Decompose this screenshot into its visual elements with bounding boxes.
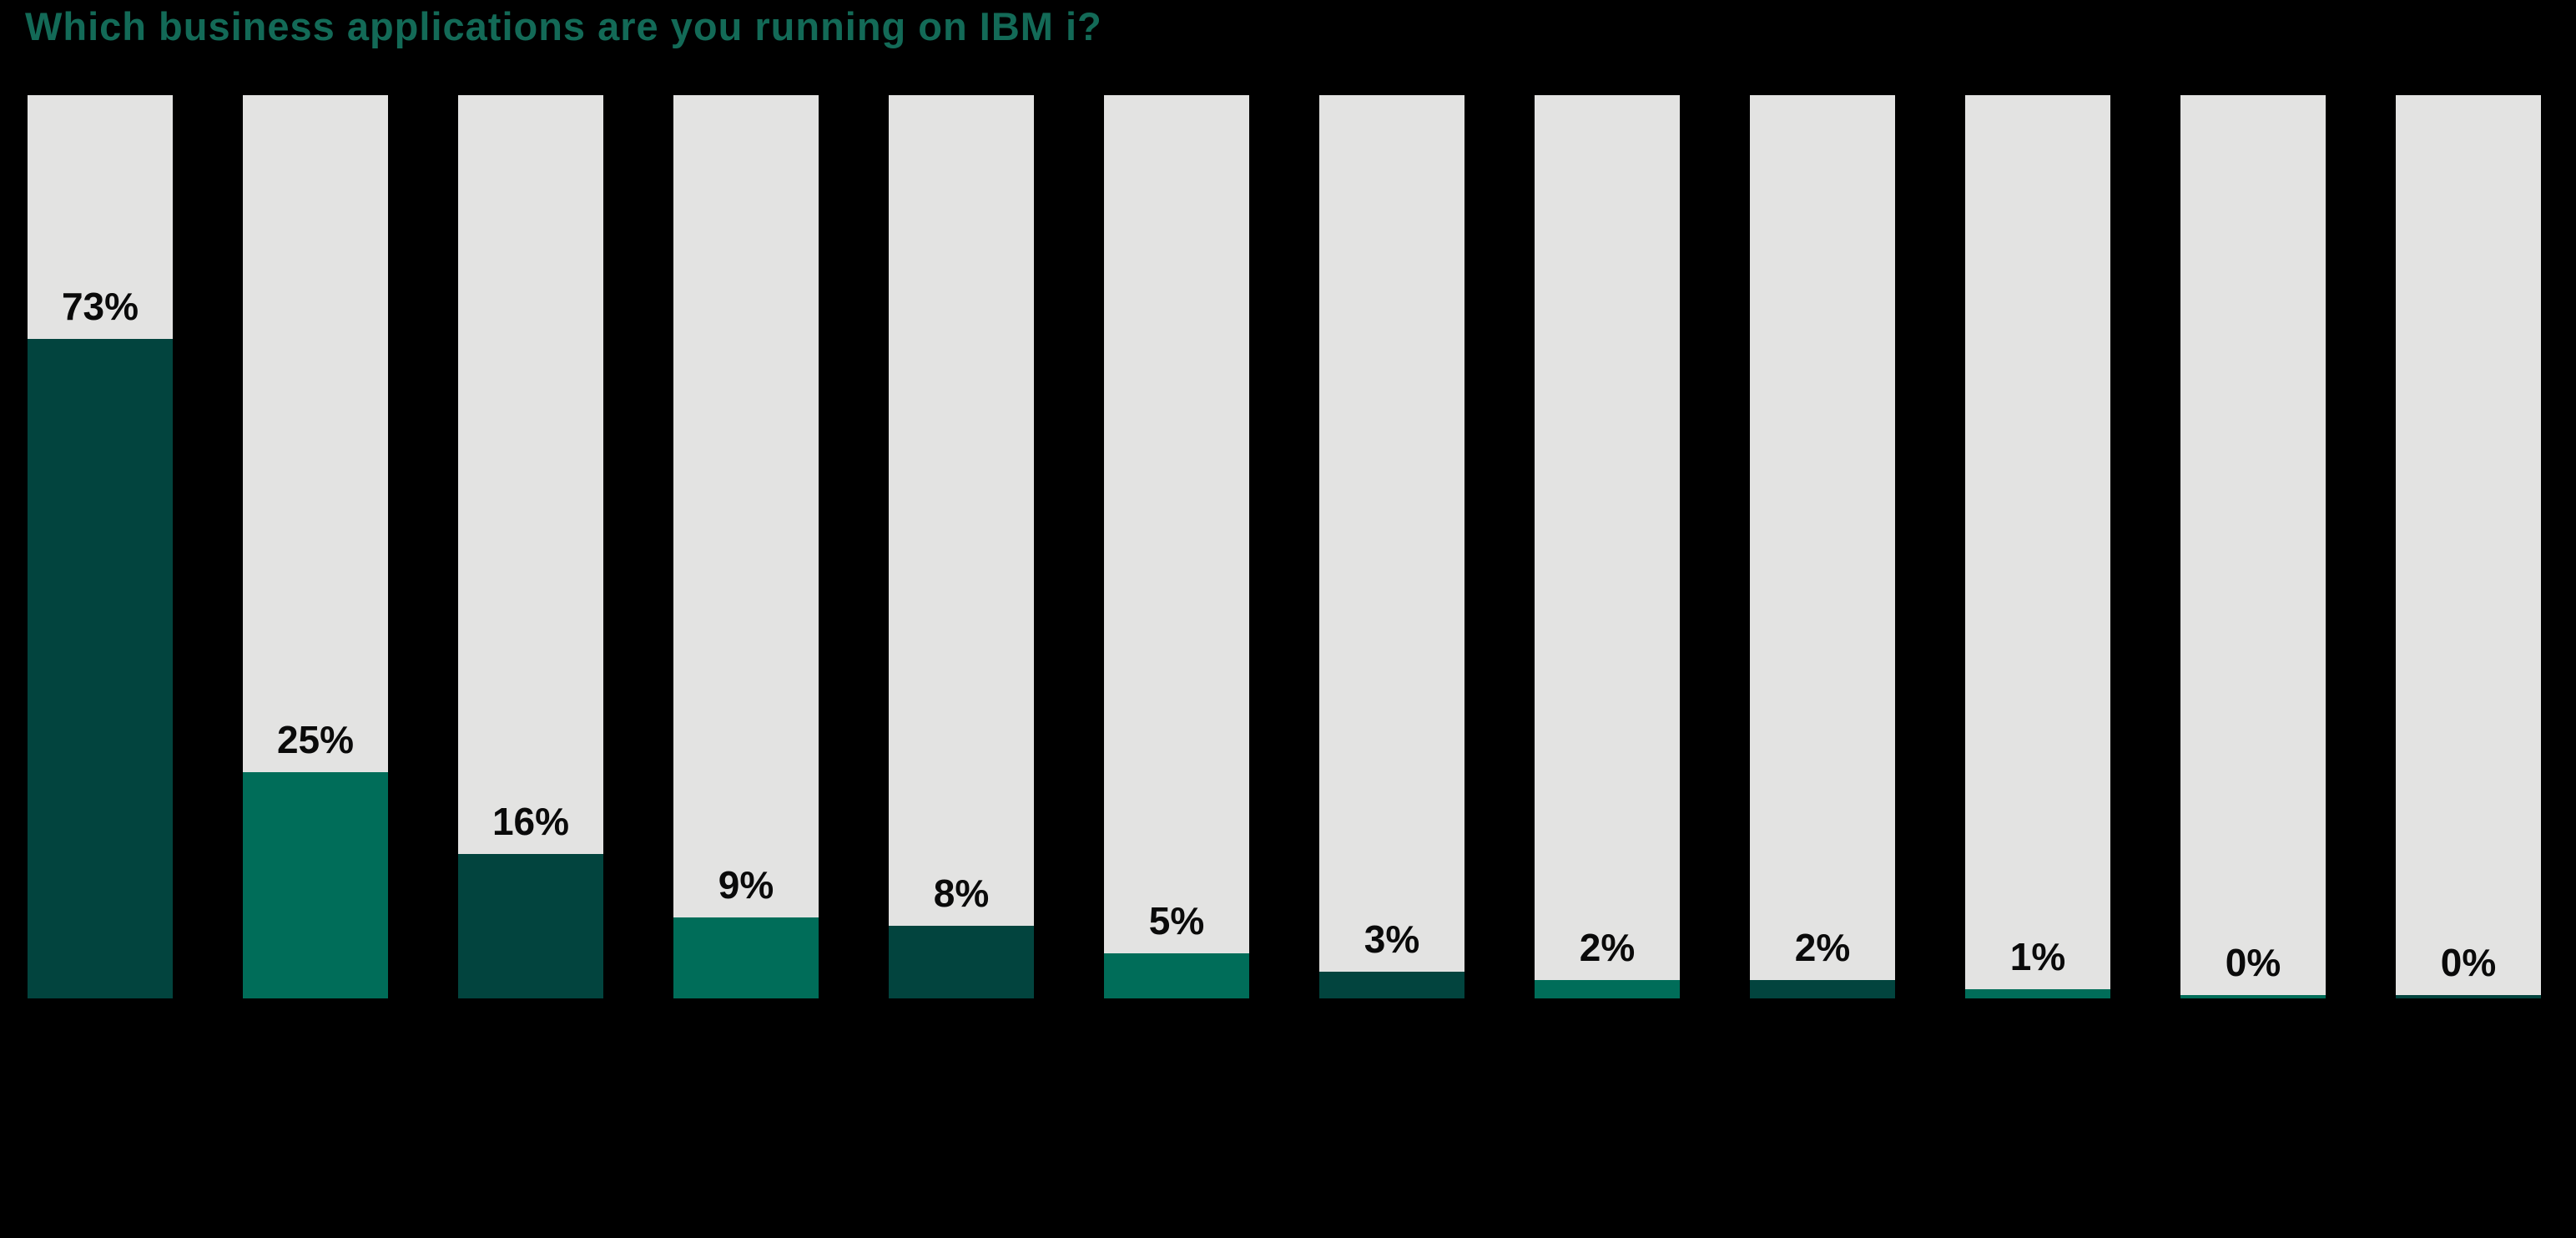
bar-value-label-2: 25% (276, 718, 355, 761)
bar-track-3: 16% (458, 95, 603, 998)
bar-fill-7 (1319, 972, 1464, 998)
bar-fill-3 (458, 854, 603, 998)
bar-track-12: 0% (2396, 95, 2541, 998)
bar-value-label-11: 0% (2225, 941, 2281, 984)
bar-track-1: 73% (28, 95, 173, 998)
bar-track-8: 2% (1535, 95, 1680, 998)
bar-fill-4 (673, 917, 819, 998)
bar-fill-11 (2180, 995, 2326, 998)
bar-value-label-4: 9% (718, 863, 774, 907)
bar-track-11: 0% (2180, 95, 2326, 998)
bar-fill-12 (2396, 995, 2541, 998)
bar-fill-1 (28, 339, 173, 998)
bar-fill-5 (889, 926, 1034, 998)
bar-track-6: 5% (1104, 95, 1249, 998)
bar-track-5: 8% (889, 95, 1034, 998)
bar-fill-8 (1535, 980, 1680, 998)
bar-value-label-10: 1% (2009, 935, 2066, 978)
bar-track-9: 2% (1750, 95, 1895, 998)
bar-value-label-5: 8% (933, 872, 990, 915)
bar-track-2: 25% (243, 95, 388, 998)
bar-track-7: 3% (1319, 95, 1464, 998)
bar-value-label-9: 2% (1794, 926, 1851, 969)
bar-fill-9 (1750, 980, 1895, 998)
bar-fill-6 (1104, 953, 1249, 998)
bar-value-label-3: 16% (492, 800, 570, 843)
chart-title: Which business applications are you runn… (25, 4, 1102, 48)
bar-value-label-1: 73% (61, 285, 139, 328)
bar-fill-2 (243, 772, 388, 998)
bar-track-10: 1% (1965, 95, 2110, 998)
bar-fill-10 (1965, 989, 2110, 998)
bar-value-label-8: 2% (1579, 926, 1636, 969)
bar-value-label-7: 3% (1364, 917, 1420, 961)
bar-value-label-12: 0% (2440, 941, 2497, 984)
bar-value-label-6: 5% (1148, 899, 1205, 942)
bar-track-4: 9% (673, 95, 819, 998)
